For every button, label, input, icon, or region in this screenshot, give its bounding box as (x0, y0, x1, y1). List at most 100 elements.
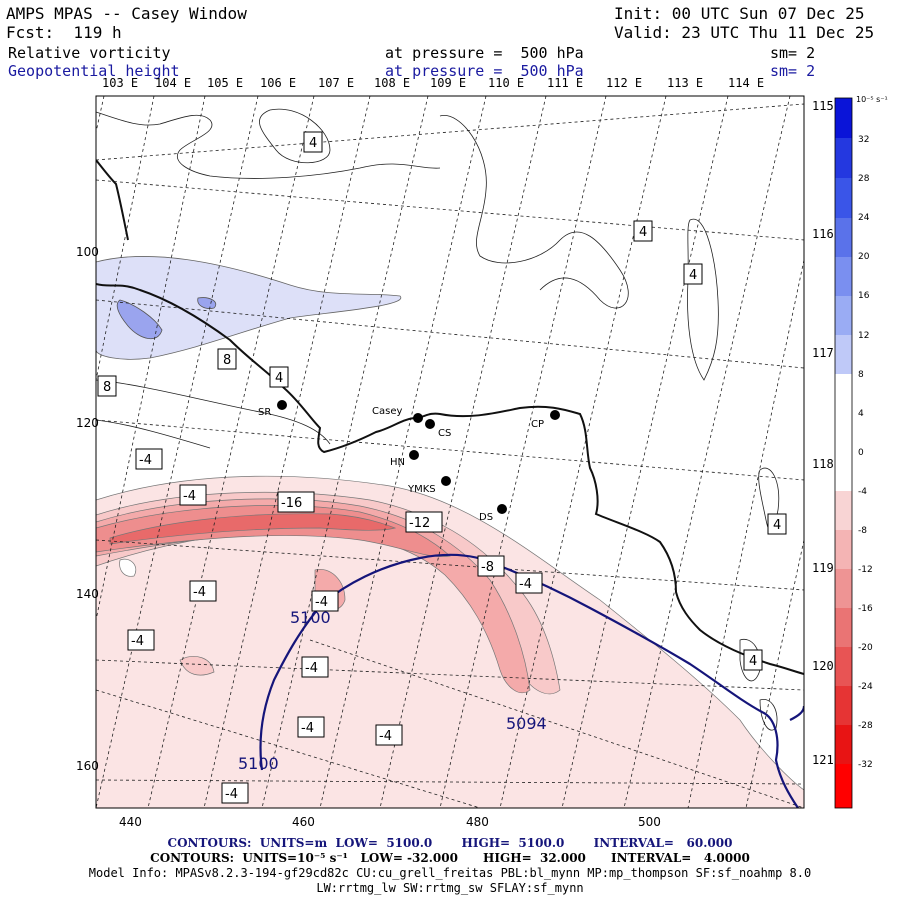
colorbar-tick: -16 (858, 604, 873, 614)
forecast-hour: Fcst: 119 h (6, 23, 122, 42)
x-tick-label: 500 (638, 815, 661, 829)
coastline (96, 159, 129, 241)
station-marker: SR (258, 400, 287, 418)
init-time: Init: 00 UTC Sun 07 Dec 25 (614, 4, 865, 23)
contour-label: 4 (767, 513, 787, 535)
colorbar-tick: 12 (858, 331, 869, 341)
colorbar-swatch (835, 413, 852, 452)
svg-text:HN: HN (390, 457, 405, 468)
y-tick-label: 100 (76, 245, 99, 259)
height-labels: 5100 5094 5100 (238, 608, 547, 773)
lon-label-top: 103 E (102, 76, 139, 90)
station-marker: CS (425, 419, 451, 439)
colorbar-tick: 28 (858, 174, 870, 184)
colorbar-swatch (835, 296, 852, 335)
colorbar-swatch (835, 569, 852, 608)
colorbar-tick: 16 (858, 291, 870, 301)
svg-text:DS: DS (479, 512, 493, 523)
coastline (96, 283, 804, 675)
colorbar-swatch (835, 647, 852, 686)
y-tick-label: 140 (76, 587, 99, 601)
colorbar-swatch (835, 178, 852, 218)
colorbar-frame (834, 97, 853, 809)
negative-vorticity-core (109, 513, 397, 545)
svg-text:-4: -4 (139, 453, 152, 468)
colorbar-tick: 8 (858, 370, 864, 380)
positive-vorticity-core (116, 299, 163, 339)
colorbar-swatch (835, 98, 852, 139)
svg-text:-4: -4 (305, 661, 318, 676)
model-info-radiation: LW:rrtmg_lw SW:rrtmg_sw SFLAY:sf_mynn (316, 881, 584, 895)
station-marker: CP (531, 410, 560, 430)
field2-name: Geopotential height (8, 62, 180, 80)
colorbar-swatch (835, 530, 852, 569)
colorbar-tick: 4 (858, 409, 864, 419)
colorbar-tick: 0 (858, 448, 864, 458)
svg-text:-12: -12 (409, 516, 430, 531)
contour-label: 4 (303, 131, 323, 153)
contour-label: 4 (743, 649, 763, 671)
svg-text:CP: CP (531, 419, 544, 430)
svg-text:-4: -4 (301, 721, 314, 736)
y-tick-label: 120 (76, 416, 99, 430)
svg-text:SR: SR (258, 407, 271, 418)
colorbar-tick: 20 (858, 252, 870, 262)
field1-pressure: at pressure = 500 hPa (385, 44, 584, 62)
height-label: 5100 (290, 608, 331, 627)
colorbar-swatch (835, 257, 852, 296)
lon-label-top: 104 E (155, 76, 192, 90)
contour-label: -4 (375, 724, 403, 746)
x-tick-label: 460 (292, 815, 315, 829)
svg-text:-16: -16 (281, 496, 302, 511)
svg-text:-8: -8 (481, 560, 494, 575)
positive-vorticity-core (197, 297, 217, 309)
lon-label-top: 107 E (318, 76, 355, 90)
lon-label-top: 109 E (430, 76, 467, 90)
axes: 100 120 140 160 440 460 480 500 (76, 245, 661, 829)
colorbar-swatch (835, 374, 852, 413)
height-contour-info: CONTOURS: UNITS=m LOW= 5100.0 HIGH= 5100… (167, 836, 733, 850)
colorbar: 10⁻⁵ s⁻¹ 32 28 24 20 16 12 8 4 0 -4 -8 -… (834, 95, 888, 809)
contour-label: -4 (297, 716, 325, 738)
contour-label: 8 (97, 375, 117, 397)
y-tick-label: 160 (76, 759, 99, 773)
vorticity-contour-info: CONTOURS: UNITS=10⁻⁵ s⁻¹ LOW= -32.000 HI… (150, 851, 750, 865)
colorbar-tick: -20 (858, 643, 873, 653)
lon-label-top: 108 E (374, 76, 411, 90)
svg-text:CS: CS (438, 428, 451, 439)
contour-label: -4 (127, 629, 155, 651)
svg-text:4: 4 (275, 371, 283, 386)
svg-text:8: 8 (223, 353, 231, 368)
lon-label-top: 110 E (488, 76, 525, 90)
svg-text:-4: -4 (379, 729, 392, 744)
lon-label-top: 114 E (728, 76, 765, 90)
svg-text:YMKS: YMKS (407, 484, 436, 495)
colorbar-units: 10⁻⁵ s⁻¹ (856, 95, 888, 104)
colorbar-swatch (835, 608, 852, 647)
colorbar-swatch (835, 686, 852, 725)
field2-pressure: at pressure = 500 hPa (385, 62, 584, 80)
vorticity-labels: 4 4 4 4 8 4 8 -4 -4 -16 -12 -8 -4 -4 -4 … (97, 131, 787, 804)
product-title: AMPS MPAS -- Casey Window (6, 4, 247, 23)
colorbar-tick: -4 (858, 487, 867, 497)
contour-label: -4 (135, 448, 163, 470)
colorbar-tick: -28 (858, 721, 873, 731)
contour-label: 8 (217, 348, 237, 370)
height-label: 5100 (238, 754, 279, 773)
colorbar-swatch (835, 138, 852, 178)
lat-lon-grid (96, 96, 804, 808)
lon-label-top: 111 E (547, 76, 584, 90)
field1-name: Relative vorticity (8, 44, 171, 62)
station-marker: DS (479, 504, 507, 523)
weak-vorticity-cell (119, 558, 137, 577)
colorbar-tick: 32 (858, 135, 869, 145)
x-tick-label: 480 (466, 815, 489, 829)
svg-text:Casey: Casey (372, 406, 402, 417)
contour-label: -4 (221, 782, 249, 804)
contour-label: -4 (189, 580, 217, 602)
colorbar-swatch (835, 491, 852, 530)
svg-text:-4: -4 (225, 787, 238, 802)
svg-text:-4: -4 (519, 577, 532, 592)
colorbar-tick: -24 (858, 682, 873, 692)
station-marker: Casey (372, 406, 423, 423)
